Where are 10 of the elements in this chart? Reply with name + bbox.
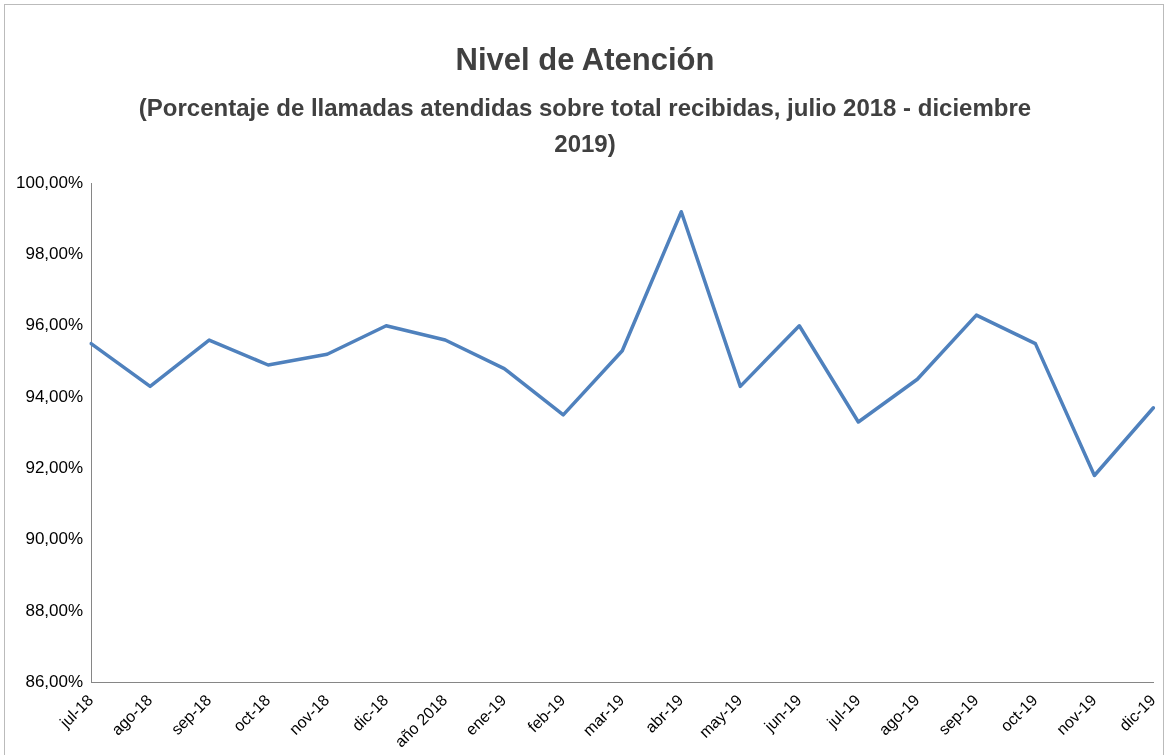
y-tick-label: 90,00% (25, 529, 84, 549)
chart-subtitle: (Porcentaje de llamadas atendidas sobre total recibidas, julio 2018 - diciembre 2019) (137, 93, 1033, 159)
y-tick-label: 98,00% (25, 244, 84, 264)
y-tick-label: 88,00% (25, 600, 84, 620)
chart-title: Nivel de Atención (454, 42, 716, 78)
y-tick-label: 86,00% (25, 671, 84, 691)
y-tick-label: 92,00% (25, 458, 84, 478)
y-tick-label: 100,00% (15, 172, 84, 192)
y-tick-label: 96,00% (25, 315, 84, 335)
y-tick-label: 94,00% (25, 386, 84, 406)
